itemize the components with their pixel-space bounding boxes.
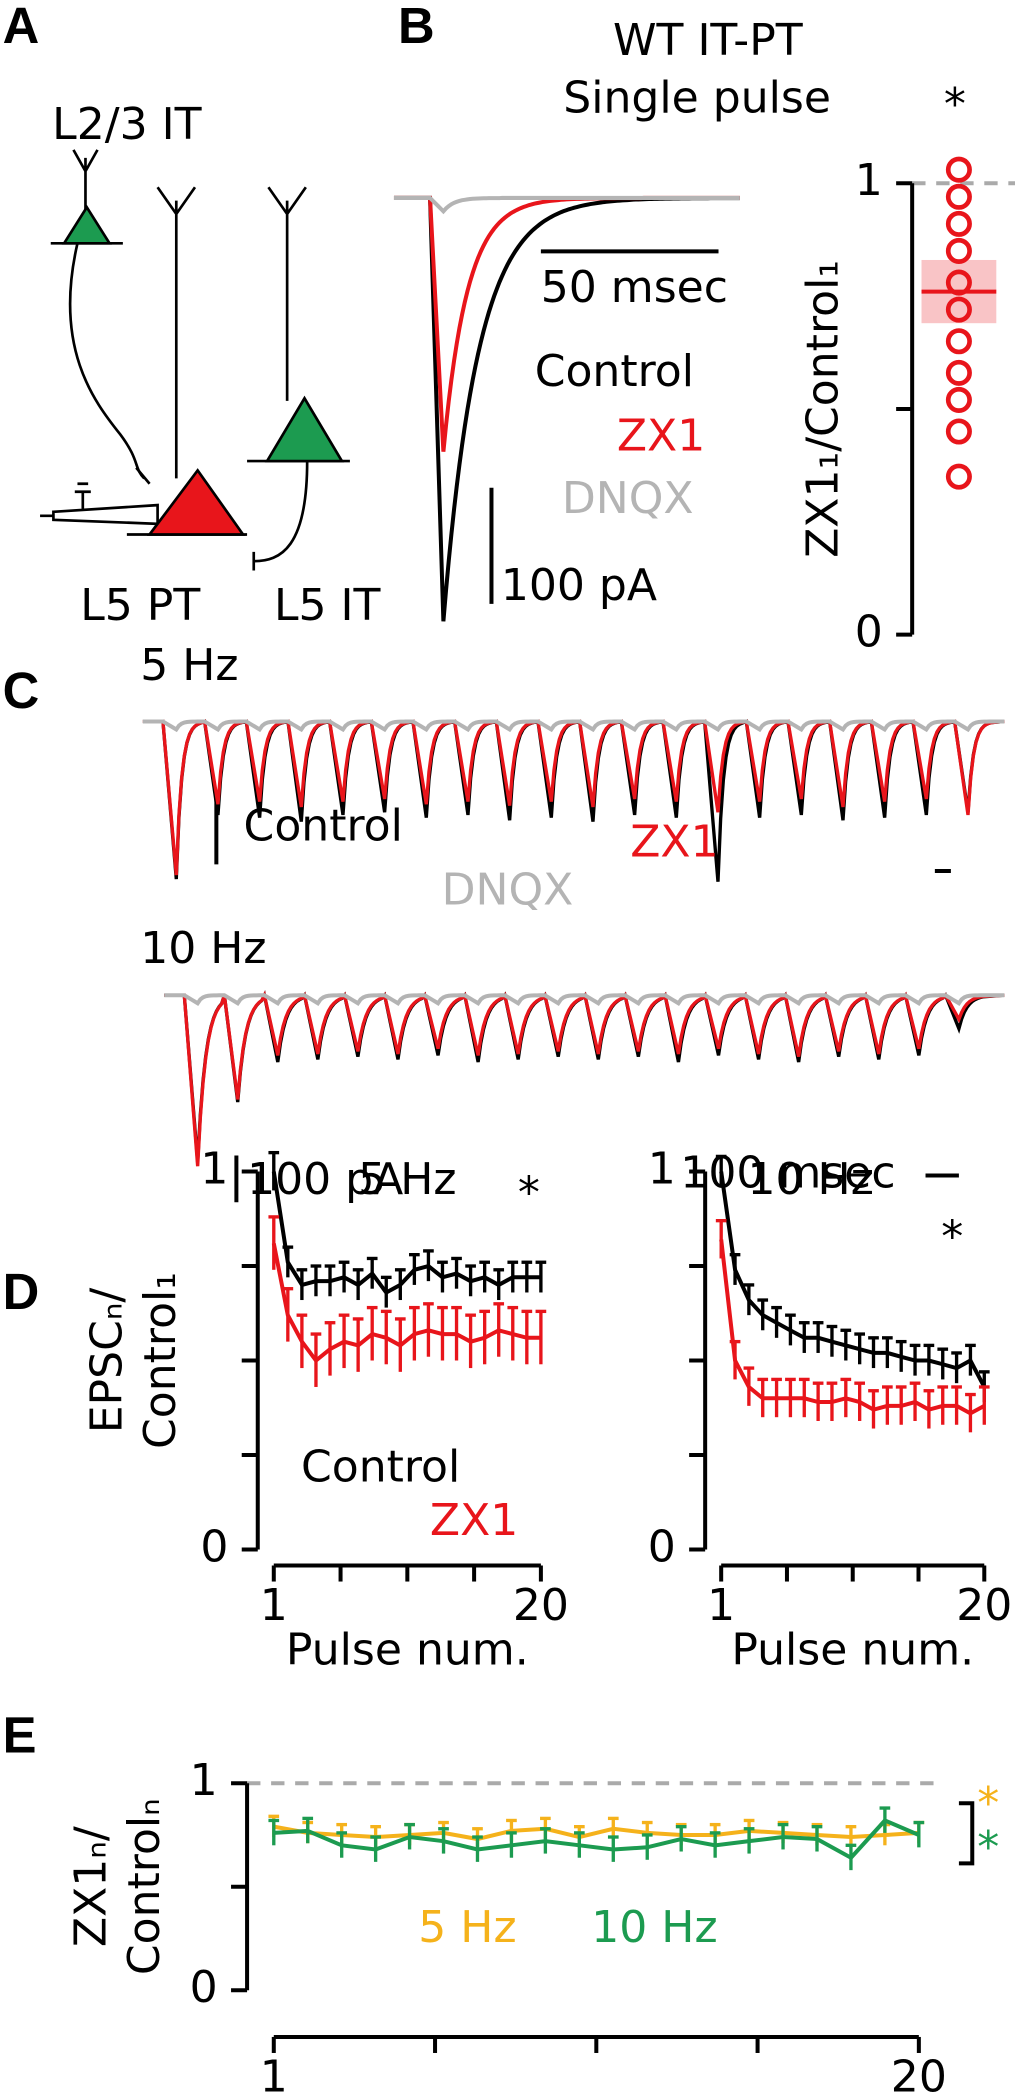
data-point bbox=[945, 386, 972, 413]
x-axis-label: Pulse num. bbox=[286, 1624, 529, 1675]
current-trace bbox=[164, 993, 1005, 1006]
significance: * bbox=[944, 79, 966, 130]
data-point bbox=[945, 237, 972, 264]
data-point bbox=[945, 156, 972, 183]
rate-label: 10 Hz bbox=[140, 923, 266, 974]
panel-label: D bbox=[3, 1263, 40, 1320]
legend-entry: ZX1 bbox=[430, 1495, 518, 1546]
y-tick-label: 0 bbox=[648, 1521, 676, 1572]
y-tick-label: 0 bbox=[200, 1521, 228, 1572]
data-point bbox=[945, 296, 972, 323]
y-tick-label: 1 bbox=[190, 1755, 218, 1806]
data-point bbox=[945, 463, 972, 490]
panel-label: A bbox=[3, 0, 40, 54]
y-axis-label: EPSCₙ/ bbox=[82, 1288, 133, 1434]
legend-entry: Control bbox=[244, 800, 403, 851]
synapse bbox=[135, 466, 151, 485]
series-line bbox=[719, 1239, 986, 1416]
axon bbox=[252, 461, 309, 571]
x-tick-label: 1 bbox=[260, 1580, 288, 1631]
trace-title: WT IT-PT bbox=[613, 15, 804, 66]
x-axis-label: Pulse num. bbox=[731, 1624, 974, 1675]
panel-label: B bbox=[398, 0, 435, 54]
diagram-label: L2/3 IT bbox=[52, 99, 202, 150]
y-tick-label: 1 bbox=[648, 1144, 676, 1195]
panel-label: C bbox=[3, 662, 40, 719]
current-trace bbox=[142, 719, 1005, 733]
diagram-label: L5 PT bbox=[80, 580, 201, 631]
legend-entry: 5 Hz bbox=[418, 1902, 516, 1953]
current-trace bbox=[164, 990, 1005, 1163]
x-tick-label: 20 bbox=[956, 1580, 1012, 1631]
current-scale-label: 100 pA bbox=[501, 560, 657, 611]
y-axis-label: Controlₙ bbox=[119, 1798, 170, 1975]
trace-subtitle: Single pulse bbox=[563, 72, 831, 123]
neuron-l5-pt bbox=[146, 468, 246, 536]
chart-title: 10 Hz bbox=[747, 1154, 873, 1205]
significance: * bbox=[518, 1168, 540, 1219]
legend-entry: ZX1 bbox=[630, 816, 718, 867]
dendrite bbox=[72, 149, 99, 210]
significance: * bbox=[941, 1212, 963, 1263]
legend-entry: 10 Hz bbox=[591, 1902, 717, 1953]
current-trace bbox=[142, 719, 1005, 876]
chart-title: 5 Hz bbox=[358, 1154, 456, 1205]
neuron-l5-it bbox=[264, 395, 345, 463]
y-tick-label: 1 bbox=[200, 1144, 228, 1195]
legend-entry: DNQX bbox=[442, 864, 574, 915]
data-point bbox=[945, 183, 972, 210]
data-point bbox=[945, 418, 972, 445]
x-tick-label: 1 bbox=[707, 1580, 735, 1631]
panel-label: E bbox=[3, 1707, 37, 1764]
y-tick-label: 1 bbox=[855, 155, 883, 206]
x-axis-label: Pulse num. bbox=[475, 2096, 718, 2100]
legend-entry: ZX1 bbox=[617, 410, 705, 461]
series-line bbox=[273, 1818, 920, 1861]
current-trace bbox=[393, 195, 740, 215]
neuron-l23-it bbox=[61, 204, 112, 245]
diagram-label: L5 IT bbox=[274, 580, 382, 631]
dendrite bbox=[267, 186, 307, 401]
y-axis-label: ZX1ₙ/ bbox=[65, 1826, 116, 1947]
y-tick-label: 0 bbox=[190, 1962, 218, 2013]
significance: * bbox=[977, 1822, 999, 1873]
x-tick-label: 1 bbox=[260, 2052, 288, 2100]
series-line bbox=[273, 1824, 919, 1842]
rate-label: 5 Hz bbox=[140, 640, 238, 691]
time-scale-label: 50 msec bbox=[541, 262, 728, 313]
significance-bracket bbox=[958, 1801, 975, 1866]
x-tick-label: 20 bbox=[891, 2052, 947, 2100]
legend-entry: Control bbox=[301, 1441, 460, 1492]
series-line bbox=[271, 1242, 541, 1364]
data-point bbox=[945, 359, 972, 386]
data-point bbox=[945, 328, 972, 355]
y-axis-label: ZX1₁/Control₁ bbox=[797, 260, 848, 558]
data-point bbox=[945, 210, 972, 237]
y-tick-label: 0 bbox=[855, 607, 883, 658]
series-line bbox=[719, 1171, 987, 1388]
data-point bbox=[945, 269, 972, 296]
dendrite bbox=[156, 186, 197, 479]
significance: * bbox=[977, 1778, 999, 1829]
pipette bbox=[40, 482, 159, 526]
y-axis-label: Control₁ bbox=[135, 1272, 186, 1449]
legend-entry: DNQX bbox=[562, 473, 694, 524]
legend-entry: Control bbox=[535, 346, 694, 397]
series-line bbox=[271, 1171, 541, 1296]
axon bbox=[68, 243, 146, 480]
current-trace bbox=[164, 990, 1005, 1167]
x-tick-label: 20 bbox=[513, 1580, 569, 1631]
